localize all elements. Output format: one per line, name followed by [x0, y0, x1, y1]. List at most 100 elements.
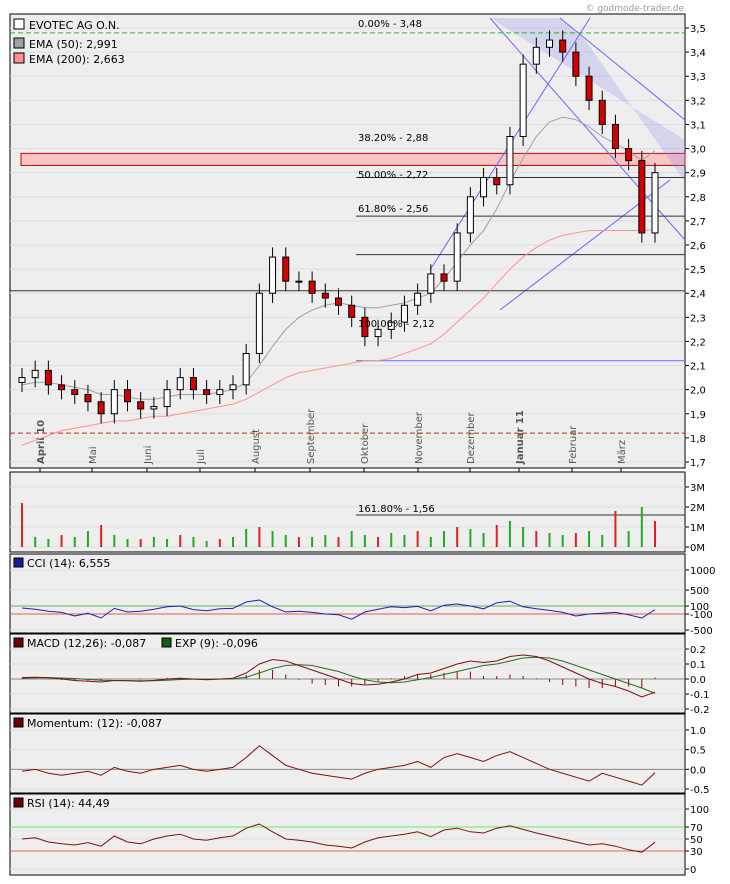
candle	[638, 160, 646, 234]
axis-tick-label: 0.0	[690, 765, 706, 776]
legend-price: EVOTEC AG O.N.	[29, 19, 120, 32]
candle	[229, 384, 237, 391]
axis-tick-label: -100	[690, 610, 713, 621]
axis-tick-label: -0.2	[690, 705, 710, 716]
axis-tick-label: 500	[690, 586, 709, 597]
candle	[163, 389, 171, 408]
candle	[506, 136, 514, 186]
axis-tick-label: 3,4	[690, 48, 706, 59]
candle	[44, 369, 52, 386]
candle	[611, 123, 619, 150]
axis-tick-label: 0	[690, 865, 696, 876]
candle	[269, 256, 277, 294]
ema200-line	[21, 229, 656, 446]
candle	[493, 176, 501, 186]
axis-tick-label: 2,0	[690, 386, 706, 397]
candle	[71, 389, 79, 395]
axis-tick-label: 30	[690, 847, 703, 858]
month-label: August	[251, 429, 262, 464]
legend-momentum-swatch	[13, 717, 24, 728]
axis-tick-label: 0.5	[690, 746, 706, 757]
candle	[18, 377, 26, 383]
month-label: Juli	[196, 449, 207, 465]
fib-label-0: 0.00% - 3,48	[358, 19, 422, 30]
candle	[414, 292, 422, 306]
candle	[150, 406, 158, 410]
candle	[453, 232, 461, 282]
candle	[480, 176, 488, 198]
candle	[255, 292, 263, 355]
watermark: © godmode-trader.de	[585, 4, 684, 14]
candle	[282, 256, 290, 282]
axis-tick-label: -0.1	[690, 690, 710, 701]
candle	[335, 297, 342, 306]
candle	[110, 389, 118, 415]
legend-macd: MACD (12,26): -0,087	[27, 637, 146, 650]
axis-tick-label: 2,6	[690, 241, 706, 252]
month-label: Februar	[568, 425, 579, 464]
candle	[189, 377, 197, 391]
panel-5	[9, 793, 686, 876]
fib-label-161: 161.80% - 1,56	[358, 504, 435, 515]
candle	[651, 172, 659, 234]
axis-tick-label: 2,9	[690, 169, 706, 180]
month-label: Januar 11	[515, 410, 526, 465]
axis-tick-label: 1000	[690, 566, 715, 577]
axis-tick-label: 3,5	[690, 24, 706, 35]
candle	[466, 196, 474, 234]
axis-tick-label: 1,9	[690, 410, 706, 421]
candle	[295, 280, 303, 283]
legend-rsi: RSI (14): 44,49	[27, 797, 110, 810]
axis-tick-label: 3,0	[690, 145, 706, 156]
month-label: Juni	[143, 446, 154, 465]
candle	[137, 401, 145, 410]
candle	[585, 75, 593, 101]
candle	[559, 39, 567, 53]
axis-tick-label: 0.1	[690, 660, 706, 671]
candle	[532, 46, 540, 65]
legend-cci-swatch	[13, 557, 24, 568]
panel-3	[9, 633, 686, 714]
candle	[400, 304, 408, 323]
candle	[348, 304, 356, 318]
macd-line	[21, 654, 656, 698]
axis-tick-label: 2,7	[690, 217, 706, 228]
legend-macd-swatch	[13, 637, 24, 648]
axis-tick-label: 100	[690, 602, 709, 613]
legend-price-swatch	[13, 18, 25, 30]
cci-line	[21, 599, 656, 620]
legend-ema200-swatch	[13, 52, 25, 64]
downtrend-channel	[490, 18, 685, 182]
candle	[176, 377, 184, 391]
candle	[216, 389, 224, 395]
legend-momentum: Momentum: (12): -0,087	[27, 717, 162, 730]
legend-ema50-swatch	[13, 37, 25, 49]
candle	[308, 280, 316, 294]
axis-tick-label: 3,1	[690, 120, 706, 131]
candle	[203, 389, 211, 395]
fib-label-100: 100.00% - 2,12	[358, 319, 435, 330]
panel-0	[9, 13, 686, 469]
axis-tick-label: 1,8	[690, 434, 706, 445]
panel-1	[9, 471, 686, 553]
month-label: April 10	[36, 420, 47, 464]
month-label: Mai	[88, 446, 99, 464]
rsi-line	[21, 823, 656, 853]
month-label: September	[306, 408, 317, 464]
axis-tick-label: 2,5	[690, 265, 706, 276]
axis-tick-label: 3,3	[690, 72, 706, 83]
legend-ema200: EMA (200): 2,663	[29, 53, 125, 66]
month-label: Dezember	[466, 412, 477, 464]
axis-tick-label: 50	[690, 835, 703, 846]
axis-tick-label: 2,1	[690, 362, 706, 373]
axis-tick-label: 70	[690, 823, 703, 834]
candle	[58, 384, 66, 391]
candle	[625, 148, 633, 162]
candle	[440, 273, 448, 282]
fib-label-61: 61.80% - 2,56	[358, 204, 428, 215]
candle	[97, 401, 105, 415]
axis-tick-label: 100	[690, 805, 709, 816]
axis-tick-label: 3M	[690, 483, 705, 494]
month-label: Oktober	[360, 423, 371, 464]
